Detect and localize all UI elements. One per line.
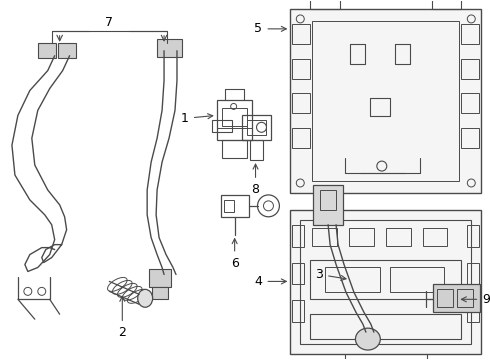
Bar xyxy=(467,262,479,284)
Bar xyxy=(222,140,246,158)
Bar xyxy=(467,300,479,322)
Bar xyxy=(349,228,374,246)
Bar xyxy=(224,200,234,212)
Bar xyxy=(433,284,480,312)
Bar xyxy=(462,24,479,44)
Bar xyxy=(325,267,380,292)
Text: 7: 7 xyxy=(105,16,113,29)
Bar xyxy=(467,225,479,247)
Bar xyxy=(438,289,453,307)
Bar xyxy=(217,100,251,140)
Bar xyxy=(320,190,336,210)
Bar xyxy=(310,260,462,299)
Text: 3: 3 xyxy=(315,268,346,281)
Text: 9: 9 xyxy=(462,293,490,306)
Bar xyxy=(291,9,481,193)
Bar xyxy=(293,59,310,78)
Text: 6: 6 xyxy=(231,239,239,270)
Text: 1: 1 xyxy=(181,112,213,125)
Bar xyxy=(242,115,271,140)
Ellipse shape xyxy=(355,328,380,350)
Bar xyxy=(38,43,56,58)
Bar xyxy=(432,0,462,9)
Bar xyxy=(293,24,310,44)
Bar xyxy=(462,128,479,148)
Bar xyxy=(220,195,248,217)
Bar xyxy=(462,94,479,113)
Text: 5: 5 xyxy=(254,22,286,35)
Bar xyxy=(212,120,232,132)
Bar xyxy=(312,21,459,181)
Bar xyxy=(310,0,340,9)
Bar xyxy=(462,59,479,78)
Bar xyxy=(293,300,304,322)
Bar xyxy=(249,140,264,160)
Text: 8: 8 xyxy=(251,164,260,196)
Bar xyxy=(291,210,481,354)
Bar xyxy=(386,228,411,246)
Bar xyxy=(246,120,267,135)
Bar xyxy=(390,267,444,292)
Bar xyxy=(293,128,310,148)
Bar xyxy=(422,228,447,246)
Bar xyxy=(457,289,473,307)
Bar xyxy=(222,108,246,126)
Bar xyxy=(300,220,471,344)
Bar xyxy=(152,287,168,299)
Bar xyxy=(58,43,75,58)
Bar xyxy=(293,225,304,247)
Text: 2: 2 xyxy=(119,296,126,339)
Bar xyxy=(157,39,182,57)
Ellipse shape xyxy=(138,289,152,307)
Bar xyxy=(310,314,462,339)
Bar xyxy=(312,228,337,246)
Text: 4: 4 xyxy=(255,275,286,288)
Bar xyxy=(149,270,171,287)
Bar xyxy=(293,262,304,284)
Bar xyxy=(313,185,343,225)
Bar xyxy=(293,94,310,113)
